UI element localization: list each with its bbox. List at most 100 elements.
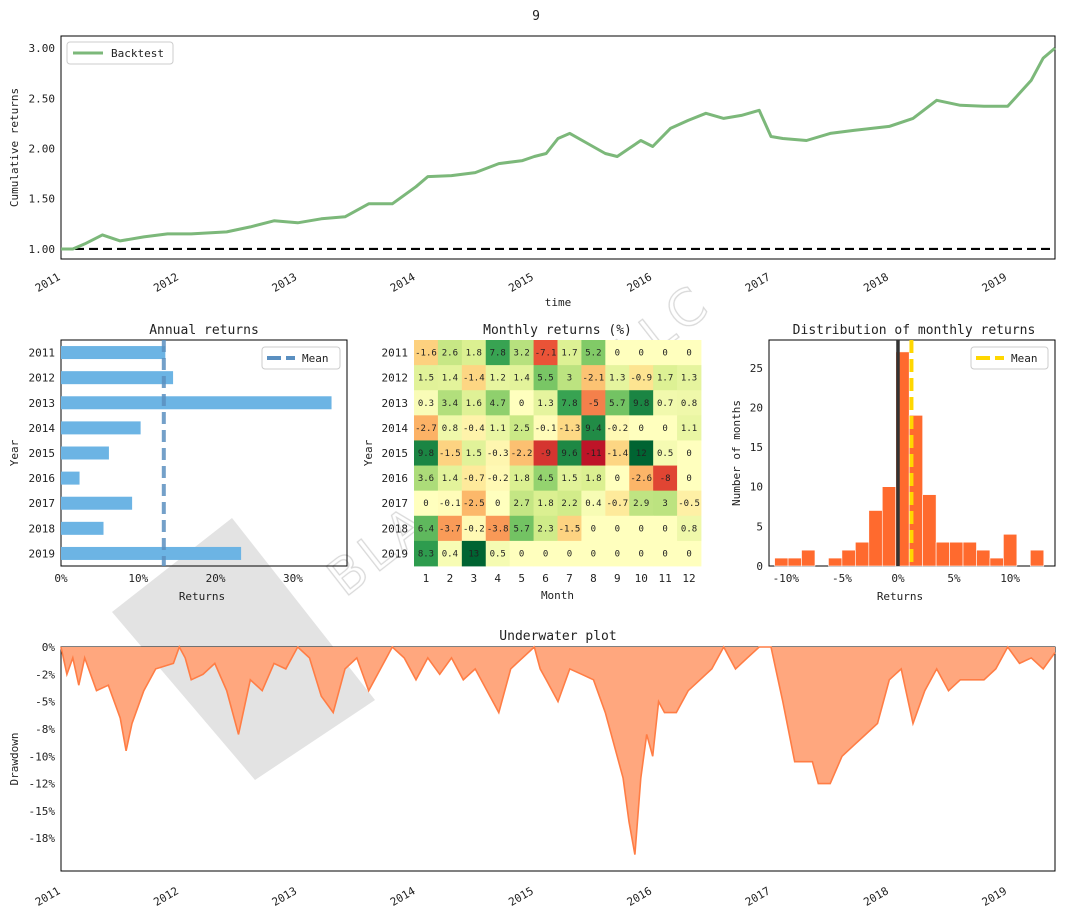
histogram-bar	[962, 541, 977, 567]
legend: Backtest	[66, 41, 174, 65]
heatmap-cell	[677, 390, 702, 416]
x-tick-label: 2013	[270, 884, 299, 909]
y-tick-label: 2017	[382, 497, 409, 510]
heatmap-cell-label: 1.1	[681, 424, 697, 434]
heatmap-cell-label: 9.6	[561, 449, 577, 459]
heatmap-cell	[461, 365, 487, 391]
heatmap-cell-label: -0.7	[606, 499, 628, 509]
heatmap-cell-label: 0	[686, 474, 691, 484]
annual-bar	[61, 346, 166, 360]
heatmap-cell-label: 0	[615, 524, 620, 534]
heatmap-cell-label: 5.2	[585, 349, 601, 359]
heatmap-cell	[533, 340, 558, 366]
y-tick-label: 3.00	[29, 42, 56, 55]
heatmap-cell	[629, 515, 654, 542]
x-tick-label: 2014	[388, 884, 418, 909]
heatmap-cell-label: -1.4	[606, 449, 628, 459]
heatmap-cell-label: 4.7	[490, 399, 506, 409]
heatmap-cell-label: 3.6	[418, 474, 434, 484]
heatmap-cell-label: 8.3	[418, 549, 434, 559]
heatmap-cell	[414, 390, 439, 416]
heatmap-cell	[414, 440, 439, 466]
y-tick-label: 2019	[29, 547, 56, 560]
heatmap-cell	[629, 415, 654, 441]
y-tick-label: 1.00	[29, 243, 56, 256]
y-tick-label: 2015	[382, 447, 409, 460]
y-tick-label: 25	[750, 362, 763, 375]
heatmap-cell-label: 3.4	[442, 399, 458, 409]
heatmap-cell	[677, 340, 702, 366]
heatmap-cell	[605, 390, 630, 416]
heatmap-cell	[437, 440, 463, 466]
heatmap-cell-label: 0	[686, 549, 691, 559]
y-tick-label: 2014	[382, 422, 409, 435]
histogram-bar	[881, 486, 897, 567]
heatmap-cell-label: 0	[591, 524, 596, 534]
histogram-bar	[787, 557, 802, 567]
heatmap-cell-label: 0.8	[681, 399, 697, 409]
legend: Mean	[261, 346, 341, 370]
heatmap-cell	[677, 440, 702, 466]
heatmap-cell-label: -1.4	[463, 374, 485, 384]
heatmap-cell	[485, 490, 511, 517]
annual-bar	[61, 446, 109, 460]
histogram-bar	[868, 510, 883, 567]
heatmap-cell	[485, 465, 511, 492]
heatmap-cell	[485, 440, 511, 466]
histogram-bar	[774, 557, 789, 567]
heatmap-cell	[461, 490, 487, 517]
heatmap-cell-label: -0.5	[678, 499, 700, 509]
y-axis-label: Year	[362, 439, 375, 466]
heatmap-cell	[533, 490, 558, 517]
x-axis-label: Returns	[179, 590, 225, 603]
heatmap-cell-label: 0	[662, 424, 667, 434]
x-tick-label: 30%	[283, 572, 303, 585]
heatmap-cell-label: 12	[636, 449, 647, 459]
heatmap-cell-label: -8	[660, 474, 671, 484]
heatmap-cell	[605, 490, 630, 517]
legend-label: Mean	[1011, 352, 1038, 365]
heatmap-cell-label: -2.2	[511, 449, 533, 459]
heatmap-cell	[533, 465, 558, 492]
legend-box	[66, 41, 174, 65]
heatmap-cell-label: 1.7	[657, 374, 673, 384]
x-tick-label: 3	[470, 572, 477, 585]
heatmap-cell-label: 1.5	[561, 474, 577, 484]
heatmap-cell	[629, 540, 654, 567]
histogram-bar	[841, 549, 856, 567]
heatmap-cell-label: -0.1	[535, 424, 557, 434]
heatmap-cell-label: 0.5	[657, 449, 673, 459]
heatmap-cell-label: 3	[662, 499, 667, 509]
heatmap-cell	[461, 540, 487, 567]
y-tick-label: 2017	[29, 497, 56, 510]
monthly-distribution-chart: Distribution of monthly returns 0 5 10 15 20 2…	[730, 323, 1056, 603]
heatmap-cell-label: -0.2	[463, 524, 485, 534]
heatmap-cell-label: 0.4	[585, 499, 601, 509]
heatmap-cell	[581, 490, 606, 517]
heatmap-cell-label: 0	[615, 349, 620, 359]
heatmap-cell-label: 0	[519, 399, 524, 409]
y-tick-label: 2018	[29, 522, 56, 535]
x-tick-label: -10%	[773, 572, 800, 585]
heatmap-cell	[605, 465, 630, 492]
heatmap-cell-label: 2.2	[561, 499, 577, 509]
distribution-title: Distribution of monthly returns	[793, 323, 1036, 338]
heatmap-cell	[605, 540, 630, 567]
y-tick-label: 2014	[29, 422, 56, 435]
annual-bar	[61, 546, 242, 560]
heatmap-cell-label: 0.3	[418, 399, 434, 409]
x-tick-label: 20%	[206, 572, 226, 585]
heatmap-cell-label: 1.3	[537, 399, 553, 409]
legend-label: Backtest	[111, 47, 164, 60]
heatmap-cell-label: 1.8	[585, 474, 601, 484]
histogram-bar	[855, 541, 870, 567]
heatmap-cell	[461, 515, 487, 542]
heatmap-cell-label: 0	[662, 524, 667, 534]
heatmap-cell	[653, 340, 678, 366]
heatmap-cell-label: 2.9	[633, 499, 649, 509]
y-tick-label: 2016	[29, 472, 56, 485]
heatmap-cell-label: -2.7	[415, 424, 437, 434]
heatmap-cell-label: 13	[468, 549, 479, 559]
x-tick-label: 0%	[54, 572, 68, 585]
histogram-bar	[1003, 533, 1018, 567]
